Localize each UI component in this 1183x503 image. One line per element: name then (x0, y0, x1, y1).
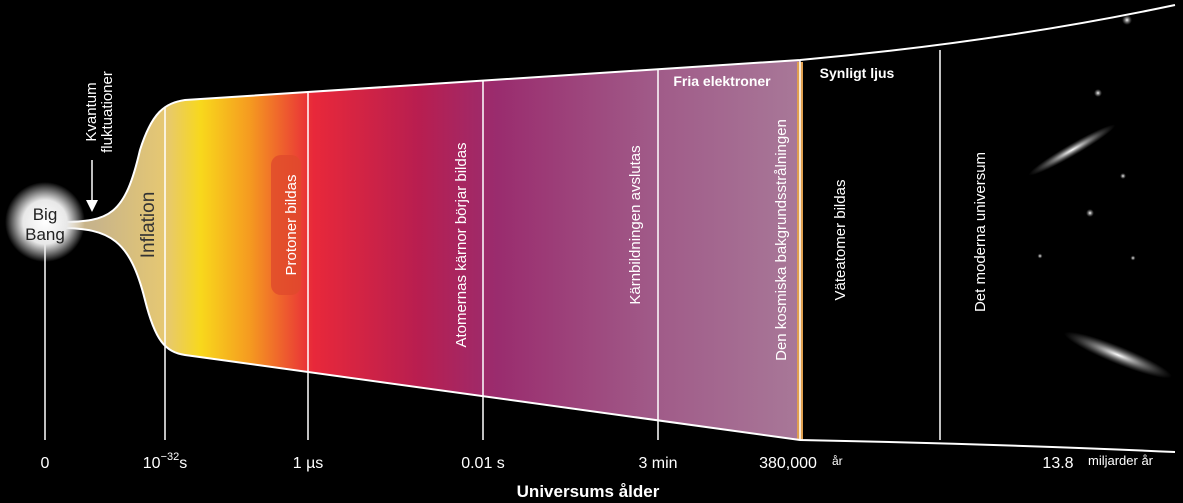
epoch-label: Protoner bildas (283, 175, 300, 276)
epoch-label: Atomernas kärnor börjar bildas (453, 142, 470, 347)
dividers (44, 50, 941, 440)
outline-top (59, 4, 1176, 223)
star (1086, 209, 1094, 217)
star (1122, 15, 1132, 25)
axis-label: 10−32s (143, 451, 187, 472)
star (1037, 253, 1043, 259)
axis-label: 3 min (638, 455, 677, 472)
galaxy (1028, 124, 1116, 176)
star (1120, 173, 1126, 179)
big-bang-label: Big (33, 205, 58, 224)
axis-label: 380,000 (759, 455, 817, 472)
big-bang-label: Bang (25, 225, 65, 244)
star (1130, 255, 1136, 261)
axis-label: 13.8 (1042, 455, 1073, 472)
axis-label-base: 10 (143, 455, 161, 472)
axis-unit: år (832, 454, 843, 468)
epoch-label: Väteatomer bildas (832, 180, 849, 301)
axis-label-exponent: −32 (161, 451, 180, 463)
big-bang-glow (5, 182, 85, 262)
free-electrons: Fria elektroner (673, 73, 771, 89)
arrow-head (86, 200, 98, 212)
axis-unit: miljarder år (1088, 453, 1154, 468)
axis-label-unit: s (179, 455, 187, 472)
axis-title: Universums ålder (517, 482, 660, 501)
quantum-label: Kvantum (83, 82, 100, 141)
epoch-label: Den kosmiska bakgrundsstrålningen (773, 119, 790, 361)
era-fill (60, 60, 800, 440)
galaxy (1064, 331, 1172, 379)
epoch-label: Det moderna universum (972, 152, 989, 312)
quantum-label: fluktuationer (99, 71, 116, 153)
galaxies (1028, 15, 1172, 379)
axis-label: 1 µs (293, 455, 324, 472)
inflation-label: Inflation (138, 192, 159, 259)
star (1094, 89, 1102, 97)
axis-label: 0.01 s (461, 455, 505, 472)
visible-light: Synligt ljus (820, 65, 895, 81)
epoch-label: Kärnbildningen avslutas (627, 145, 644, 304)
outline-bottom (59, 227, 1176, 453)
red-blob (271, 155, 301, 295)
axis-label: 0 (41, 455, 50, 472)
